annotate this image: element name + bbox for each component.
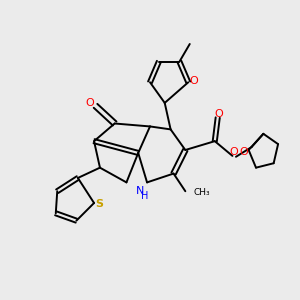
Text: H: H — [141, 190, 148, 201]
Text: O: O — [215, 109, 224, 119]
Text: O: O — [230, 147, 238, 158]
Text: CH₃: CH₃ — [194, 188, 210, 197]
Text: O: O — [189, 76, 198, 86]
Text: O: O — [239, 147, 248, 158]
Text: S: S — [95, 200, 104, 209]
Text: N: N — [136, 186, 144, 196]
Text: O: O — [86, 98, 94, 109]
